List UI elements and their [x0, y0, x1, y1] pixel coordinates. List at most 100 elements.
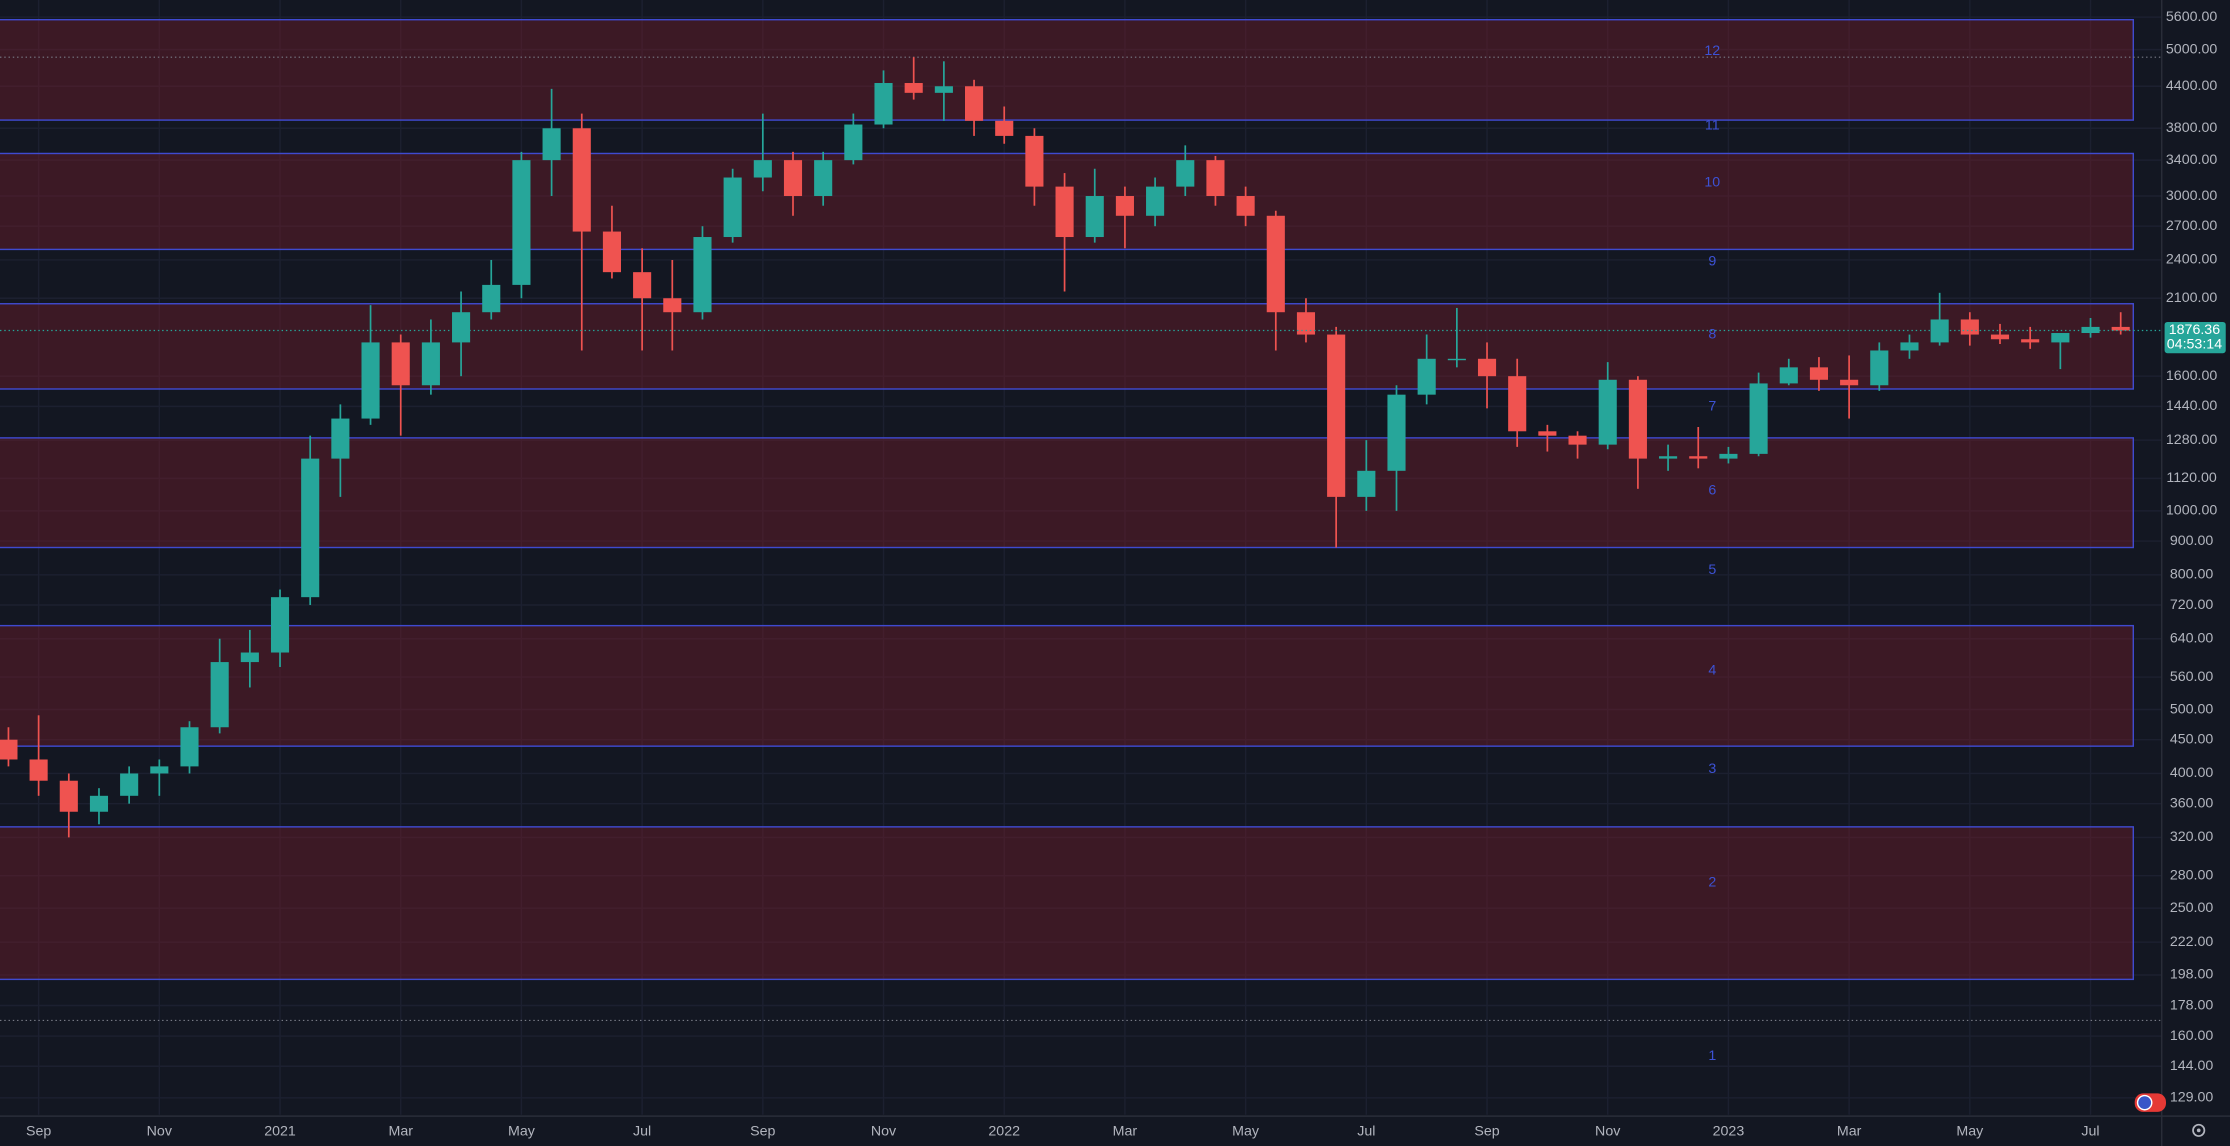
settings-button[interactable] — [2192, 1123, 2206, 1137]
candle-body — [1508, 376, 1527, 432]
x-tick-label: Nov — [147, 1124, 173, 1140]
candle-body — [1266, 215, 1285, 313]
axes: 5600.005000.004400.003800.003400.003000.… — [26, 9, 2226, 1140]
x-tick-label: Nov — [871, 1124, 897, 1140]
zone — [0, 624, 2135, 747]
candle-body — [1236, 196, 1255, 216]
y-tick-label: 144.00 — [2170, 1058, 2214, 1074]
x-tick-label: 2021 — [264, 1124, 296, 1140]
y-tick-label: 178.00 — [2170, 997, 2214, 1013]
candle-body — [904, 83, 923, 93]
settings-icon[interactable] — [2192, 1123, 2206, 1137]
zone — [0, 18, 2135, 121]
y-tick-label: 2400.00 — [2166, 252, 2217, 268]
x-tick-label: Jul — [633, 1124, 651, 1140]
candle-body — [1417, 358, 1436, 395]
candle-body — [452, 312, 471, 343]
x-tick-label: Mar — [1837, 1124, 1862, 1140]
y-tick-label: 1120.00 — [2166, 470, 2216, 486]
y-tick-label: 280.00 — [2170, 867, 2214, 883]
candle-body — [1357, 470, 1376, 497]
y-tick-label: 800.00 — [2170, 567, 2214, 583]
y-tick-label: 400.00 — [2170, 765, 2214, 781]
y-tick-label: 3400.00 — [2166, 152, 2217, 168]
candle-body — [1960, 319, 1979, 335]
y-tick-label: 129.00 — [2170, 1090, 2214, 1106]
y-tick-label: 2100.00 — [2166, 290, 2217, 306]
candle-body — [482, 284, 501, 313]
candle-body — [693, 237, 712, 313]
candle-body — [1085, 196, 1104, 238]
y-tick-label: 640.00 — [2170, 631, 2214, 647]
candle-body — [210, 662, 229, 728]
candle-body — [331, 418, 350, 459]
candle-body — [1025, 135, 1044, 187]
level-label: 9 — [1708, 254, 1716, 270]
candle-body — [1447, 358, 1466, 361]
candle-body — [361, 342, 380, 419]
flag-button[interactable] — [2134, 1093, 2167, 1112]
candle-body — [2081, 326, 2100, 334]
zone — [0, 437, 2135, 549]
level-label: 4 — [1708, 663, 1716, 679]
candle-body — [1659, 456, 1678, 459]
candle-body — [1749, 383, 1768, 454]
candle-body — [964, 86, 984, 121]
level-label: 10 — [1704, 175, 1720, 191]
candle-body — [1628, 379, 1647, 459]
level-label: 11 — [1705, 118, 1720, 134]
flag-icon[interactable] — [2136, 1094, 2153, 1111]
candle-body — [1930, 319, 1949, 343]
settings-icon-dot[interactable] — [2196, 1128, 2201, 1133]
candle-body — [1689, 456, 1708, 459]
candle-body — [633, 272, 652, 299]
x-tick-label: Mar — [1113, 1124, 1138, 1140]
x-tick-label: Sep — [1474, 1124, 1499, 1140]
candle-body — [89, 795, 109, 812]
x-tick-label: 2023 — [1713, 1124, 1745, 1140]
candle-body — [2051, 333, 2070, 343]
x-tick-label: 2022 — [988, 1124, 1020, 1140]
candle-body — [150, 766, 169, 774]
y-tick-label: 360.00 — [2170, 795, 2214, 811]
candle-body — [391, 342, 410, 386]
y-tick-label: 1600.00 — [2166, 368, 2217, 384]
x-tick-label: Sep — [26, 1124, 51, 1140]
candle-body — [783, 160, 803, 197]
y-tick-label: 320.00 — [2170, 829, 2214, 845]
y-tick-label: 5600.00 — [2166, 9, 2217, 25]
y-tick-label: 900.00 — [2170, 533, 2214, 549]
candle-body — [542, 128, 561, 161]
candle-body — [723, 177, 742, 238]
candle-body — [572, 128, 591, 232]
candle-body — [1809, 367, 1828, 380]
candle-body — [2111, 326, 2130, 331]
candle-body — [934, 86, 953, 93]
candle-body — [1206, 160, 1225, 197]
candle-body — [0, 739, 18, 760]
y-tick-label: 720.00 — [2170, 597, 2214, 613]
candle-body — [1840, 379, 1859, 386]
level-label: 7 — [1708, 399, 1716, 415]
x-tick-label: May — [1232, 1124, 1260, 1140]
grid — [0, 0, 2162, 1115]
countdown-label: 04:53:14 — [2167, 336, 2222, 352]
level-label: 1 — [1708, 1048, 1716, 1064]
y-tick-label: 500.00 — [2170, 701, 2214, 717]
candle-body — [301, 458, 320, 598]
candle-body — [240, 652, 259, 663]
candle-body — [1779, 367, 1798, 384]
last-price-tag — [2164, 321, 2226, 354]
plot — [0, 56, 2162, 1021]
candle-body — [1055, 186, 1074, 238]
candle-body — [1870, 350, 1889, 386]
candle-body — [753, 160, 772, 178]
zones: 12 11 10 9 8 7 6 5 4 3 2 1 — [0, 18, 2135, 1064]
candle-body — [512, 160, 531, 285]
y-tick-label: 2700.00 — [2166, 218, 2217, 234]
candle-body — [602, 231, 622, 273]
candle-body — [844, 124, 863, 161]
candle-body — [1990, 334, 2010, 340]
candle-body — [1719, 453, 1738, 459]
